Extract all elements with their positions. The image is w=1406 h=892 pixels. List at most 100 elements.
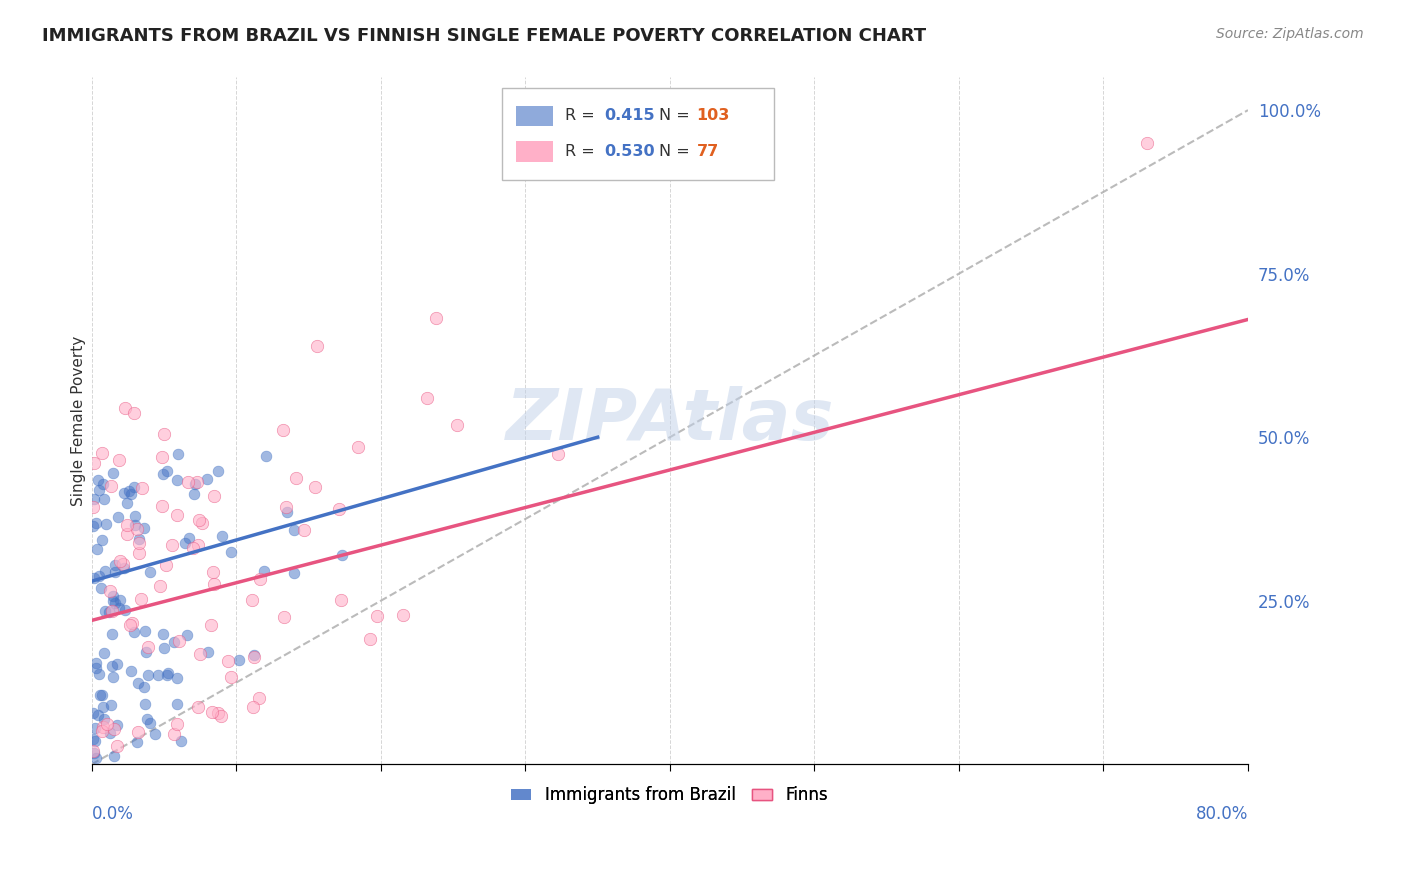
Point bbox=[84, 733, 107, 747]
Point bbox=[107, 510, 129, 524]
Point bbox=[347, 440, 370, 454]
Point bbox=[187, 513, 209, 527]
Point bbox=[176, 628, 198, 642]
Point bbox=[93, 699, 115, 714]
Point bbox=[87, 708, 110, 723]
Point bbox=[163, 727, 186, 741]
Point bbox=[183, 487, 205, 501]
Point bbox=[114, 485, 136, 500]
Point bbox=[91, 720, 114, 734]
Point bbox=[82, 732, 104, 747]
Text: R =: R = bbox=[565, 109, 599, 123]
Point bbox=[132, 680, 155, 694]
Point bbox=[274, 500, 297, 514]
Point bbox=[138, 640, 160, 654]
Point bbox=[179, 531, 201, 545]
Point bbox=[273, 610, 295, 624]
Point bbox=[90, 688, 112, 702]
Point bbox=[207, 706, 229, 720]
Point bbox=[94, 517, 117, 532]
Point bbox=[93, 565, 115, 579]
Point bbox=[284, 471, 307, 485]
Point bbox=[82, 744, 104, 758]
Point bbox=[446, 418, 468, 433]
Point bbox=[187, 538, 209, 552]
Point bbox=[108, 601, 131, 615]
Point bbox=[139, 716, 162, 731]
Point bbox=[84, 656, 107, 670]
Point bbox=[84, 751, 107, 765]
Text: 77: 77 bbox=[696, 145, 718, 159]
Point bbox=[118, 483, 141, 498]
Point bbox=[129, 591, 152, 606]
Point bbox=[416, 391, 439, 405]
Point bbox=[82, 706, 104, 720]
Text: 80.0%: 80.0% bbox=[1195, 805, 1249, 823]
Point bbox=[292, 523, 315, 537]
Point bbox=[188, 647, 211, 661]
Point bbox=[105, 657, 128, 671]
Point bbox=[139, 565, 162, 579]
Point bbox=[98, 584, 121, 599]
Point bbox=[425, 310, 447, 325]
Point bbox=[115, 526, 138, 541]
Point bbox=[283, 566, 305, 580]
FancyBboxPatch shape bbox=[516, 141, 553, 162]
Point bbox=[120, 617, 142, 632]
Point bbox=[330, 548, 353, 562]
Point bbox=[135, 712, 157, 726]
Text: IMMIGRANTS FROM BRAZIL VS FINNISH SINGLE FEMALE POVERTY CORRELATION CHART: IMMIGRANTS FROM BRAZIL VS FINNISH SINGLE… bbox=[42, 27, 927, 45]
Point bbox=[167, 447, 190, 461]
Text: N =: N = bbox=[659, 145, 696, 159]
Point bbox=[242, 699, 264, 714]
Point bbox=[153, 640, 176, 655]
Point bbox=[104, 558, 127, 572]
Point bbox=[242, 650, 264, 665]
Point bbox=[156, 668, 179, 682]
Point bbox=[170, 734, 193, 748]
Point bbox=[207, 464, 229, 478]
Point bbox=[100, 479, 122, 493]
Point bbox=[121, 615, 143, 630]
Point bbox=[162, 538, 184, 552]
Point bbox=[240, 593, 263, 607]
Point bbox=[84, 516, 107, 530]
Point bbox=[131, 481, 153, 495]
Point bbox=[83, 456, 105, 470]
Point bbox=[1136, 136, 1159, 150]
Point bbox=[96, 717, 118, 731]
Point bbox=[107, 718, 129, 732]
Point bbox=[112, 560, 135, 574]
Point bbox=[128, 533, 150, 547]
Point bbox=[217, 654, 239, 668]
Point bbox=[107, 739, 129, 753]
Point bbox=[103, 670, 125, 684]
Point bbox=[163, 635, 186, 649]
Point bbox=[136, 668, 159, 682]
Point bbox=[166, 473, 188, 487]
Point bbox=[90, 582, 112, 596]
Point bbox=[98, 726, 121, 740]
Point bbox=[89, 569, 111, 583]
Point bbox=[84, 661, 107, 675]
Point bbox=[120, 664, 142, 678]
Point bbox=[211, 709, 233, 723]
Point bbox=[152, 467, 174, 481]
Point bbox=[100, 698, 122, 712]
Point bbox=[204, 577, 226, 591]
Point bbox=[91, 446, 114, 460]
Point bbox=[90, 533, 112, 547]
Text: 0.415: 0.415 bbox=[605, 109, 655, 123]
Point bbox=[82, 500, 104, 514]
Point bbox=[98, 605, 121, 619]
Point bbox=[122, 480, 145, 494]
Point bbox=[114, 603, 136, 617]
Point bbox=[148, 667, 170, 681]
Point bbox=[93, 646, 115, 660]
Point bbox=[135, 645, 157, 659]
Point bbox=[167, 633, 190, 648]
Point bbox=[125, 522, 148, 536]
Point bbox=[283, 523, 305, 537]
Point bbox=[101, 467, 124, 481]
Point bbox=[93, 491, 115, 506]
